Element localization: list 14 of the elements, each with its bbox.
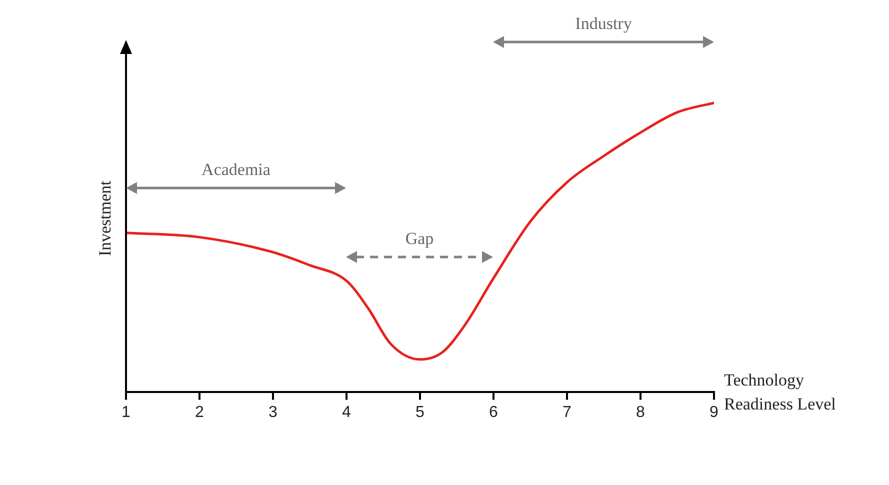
x-axis-title: Technology Readiness Level (724, 370, 836, 414)
x-tick-label: 1 (122, 404, 131, 421)
annotation: Gap (405, 229, 434, 249)
text: Industry (575, 14, 632, 34)
y-axis-title: Investment (95, 180, 114, 256)
x-tick-label: 3 (268, 404, 278, 421)
x-tick-label: 5 (416, 404, 425, 421)
x-tick-label: 2 (195, 404, 204, 421)
x-tick-label: 6 (489, 404, 498, 421)
x-tick-label: 9 (710, 404, 719, 421)
annotation: Academia (202, 160, 270, 180)
x-tick-label: 8 (636, 404, 646, 421)
x-tick-label: 4 (342, 404, 352, 421)
x-tick-label: 7 (562, 404, 572, 421)
